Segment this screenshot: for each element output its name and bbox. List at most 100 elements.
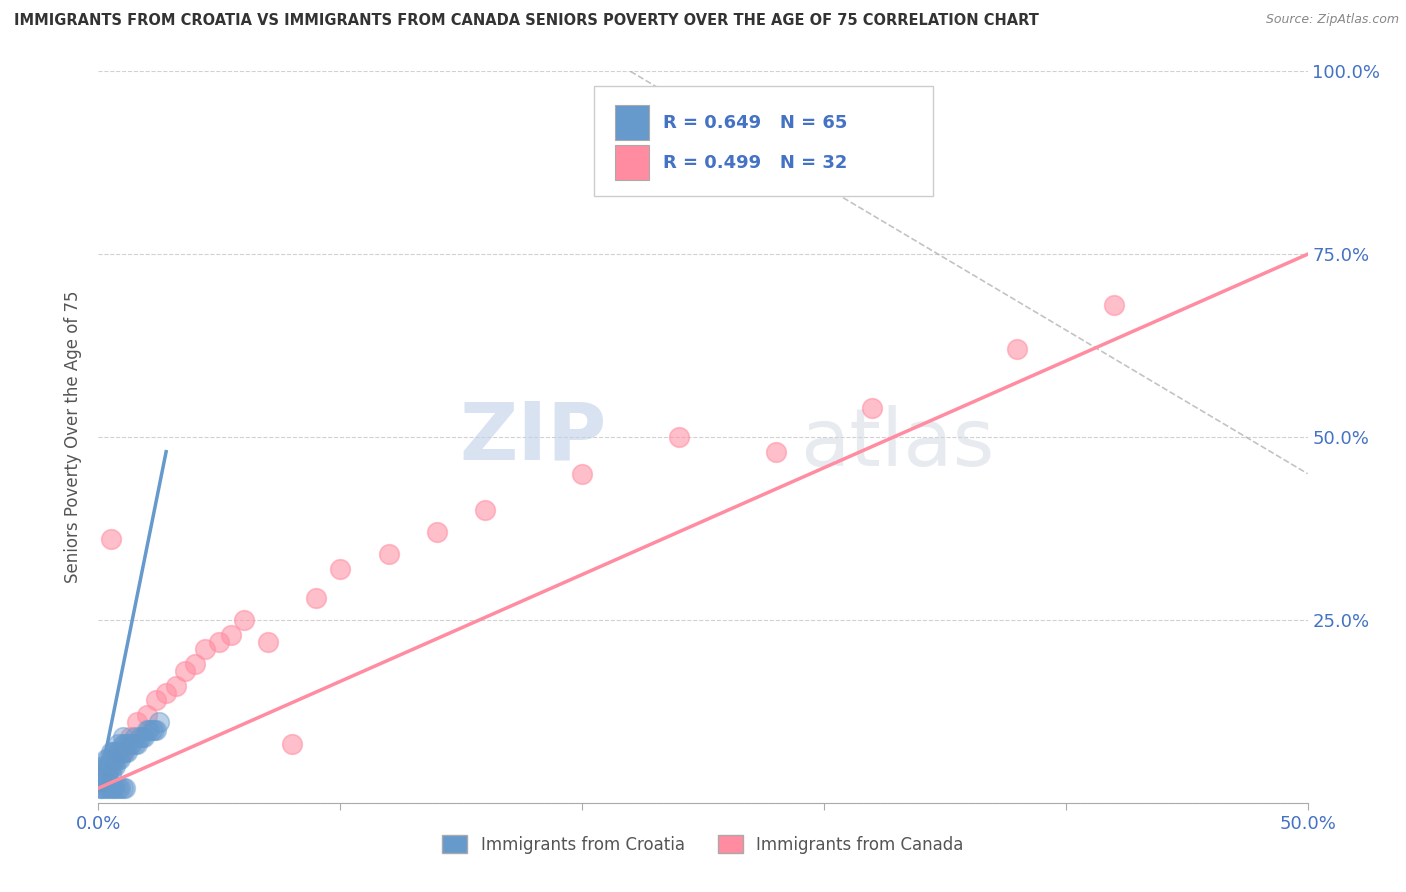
Point	[143, 723, 166, 737]
Point	[111, 730, 134, 744]
Point	[121, 737, 143, 751]
Point	[107, 737, 129, 751]
Point	[107, 745, 129, 759]
Point	[101, 759, 124, 773]
Point	[208, 635, 231, 649]
Point	[127, 715, 149, 730]
Point	[100, 759, 122, 773]
Point	[104, 759, 127, 773]
Point	[860, 401, 883, 415]
Point	[93, 766, 115, 780]
Point	[134, 730, 156, 744]
Point	[131, 730, 153, 744]
Point	[101, 745, 124, 759]
Point	[98, 759, 121, 773]
Point	[104, 752, 127, 766]
Point	[111, 745, 134, 759]
Point	[97, 773, 120, 788]
Point	[107, 745, 129, 759]
Point	[118, 737, 141, 751]
Point	[100, 766, 122, 780]
Point	[100, 752, 122, 766]
Point	[108, 781, 131, 796]
Point	[94, 759, 117, 773]
Point	[90, 781, 112, 796]
Point	[97, 759, 120, 773]
Legend: Immigrants from Croatia, Immigrants from Canada: Immigrants from Croatia, Immigrants from…	[436, 829, 970, 860]
Point	[141, 723, 163, 737]
Point	[305, 591, 328, 605]
Point	[91, 766, 114, 780]
Point	[377, 547, 399, 561]
Point	[114, 737, 136, 751]
Point	[114, 745, 136, 759]
Y-axis label: Seniors Poverty Over the Age of 75: Seniors Poverty Over the Age of 75	[65, 291, 83, 583]
Point	[111, 737, 134, 751]
Point	[765, 444, 787, 458]
Point	[145, 723, 167, 737]
Point	[94, 752, 117, 766]
Point	[91, 781, 114, 796]
Point	[100, 533, 122, 547]
Text: Source: ZipAtlas.com: Source: ZipAtlas.com	[1265, 13, 1399, 27]
Point	[145, 693, 167, 707]
Text: atlas: atlas	[800, 405, 994, 483]
Point	[114, 781, 136, 796]
Point	[90, 773, 112, 788]
Point	[128, 730, 150, 744]
Point	[329, 562, 352, 576]
Point	[127, 737, 149, 751]
Point	[94, 781, 117, 796]
Point	[256, 635, 278, 649]
Text: ZIP: ZIP	[458, 398, 606, 476]
Point	[117, 737, 139, 751]
Point	[100, 781, 122, 796]
Point	[281, 737, 304, 751]
Point	[135, 708, 157, 723]
Point	[108, 752, 131, 766]
Point	[111, 781, 134, 796]
Point	[101, 752, 124, 766]
FancyBboxPatch shape	[595, 86, 932, 195]
Point	[91, 773, 114, 788]
Point	[184, 657, 207, 671]
Point	[91, 773, 114, 788]
Point	[90, 766, 112, 780]
Point	[111, 745, 134, 759]
Point	[474, 503, 496, 517]
Point	[97, 781, 120, 796]
Point	[668, 430, 690, 444]
Point	[232, 613, 254, 627]
Point	[91, 766, 114, 780]
Point	[91, 759, 114, 773]
Point	[571, 467, 593, 481]
Point	[104, 745, 127, 759]
Point	[124, 730, 146, 744]
Point	[97, 759, 120, 773]
Point	[165, 679, 187, 693]
Text: IMMIGRANTS FROM CROATIA VS IMMIGRANTS FROM CANADA SENIORS POVERTY OVER THE AGE O: IMMIGRANTS FROM CROATIA VS IMMIGRANTS FR…	[14, 13, 1039, 29]
Point	[94, 773, 117, 788]
Point	[100, 745, 122, 759]
Text: R = 0.649   N = 65: R = 0.649 N = 65	[664, 113, 848, 131]
Point	[426, 525, 449, 540]
Point	[97, 752, 120, 766]
Point	[174, 664, 197, 678]
Point	[90, 773, 112, 788]
Point	[1007, 343, 1029, 357]
Point	[135, 723, 157, 737]
Point	[138, 723, 160, 737]
Point	[89, 781, 111, 796]
FancyBboxPatch shape	[614, 145, 648, 180]
Point	[221, 627, 243, 641]
Point	[1102, 298, 1125, 312]
Point	[104, 781, 127, 796]
Point	[101, 752, 124, 766]
Point	[118, 730, 141, 744]
Point	[107, 752, 129, 766]
Point	[117, 745, 139, 759]
Text: R = 0.499   N = 32: R = 0.499 N = 32	[664, 153, 848, 172]
Point	[94, 766, 117, 780]
Point	[148, 715, 170, 730]
Point	[155, 686, 177, 700]
